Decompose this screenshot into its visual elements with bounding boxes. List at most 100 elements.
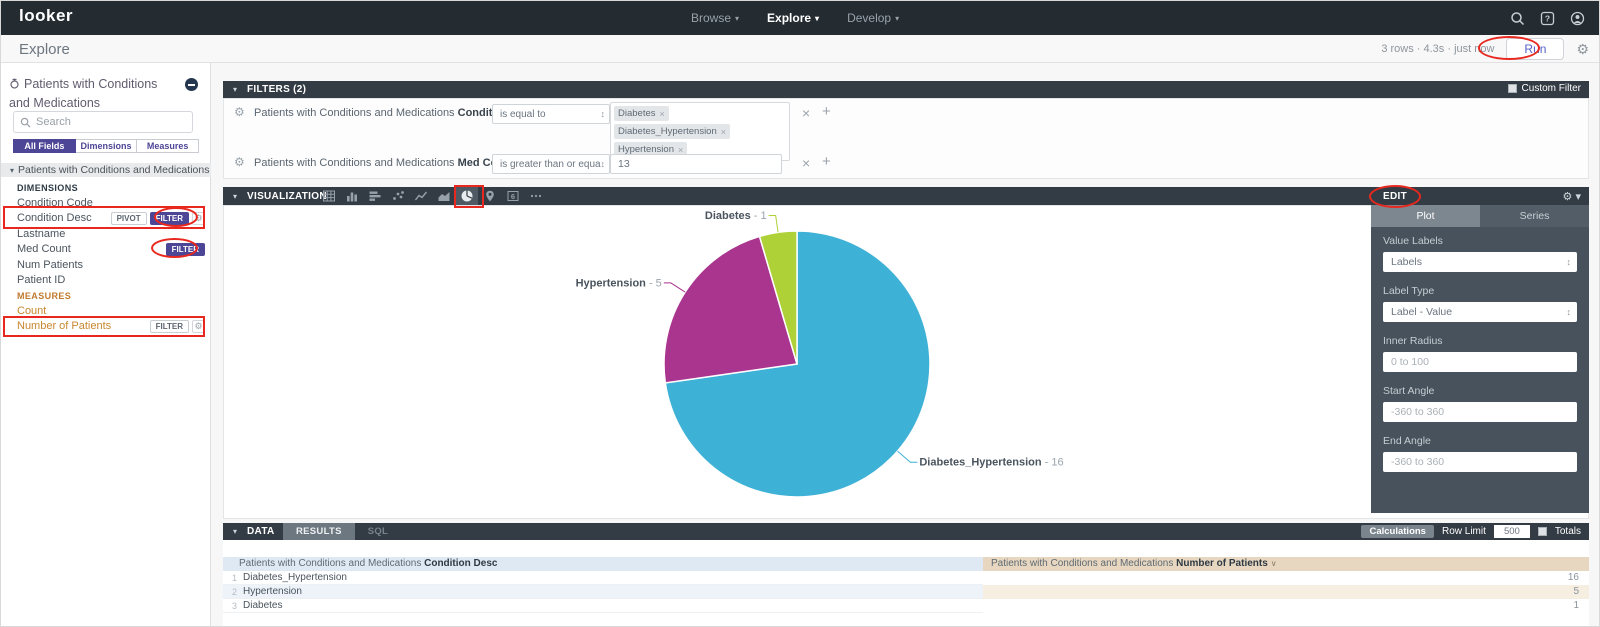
- viz-type-line-icon[interactable]: [409, 187, 432, 205]
- gear-dropdown-icon[interactable]: ⚙ ▾: [1562, 190, 1581, 203]
- help-icon[interactable]: ?: [1540, 11, 1555, 26]
- filter-value-input[interactable]: [610, 154, 782, 174]
- field-row-num-patients[interactable]: Num Patients: [1, 257, 211, 273]
- chevron-down-icon: ▾: [233, 527, 238, 536]
- viz-type-column-icon[interactable]: [340, 187, 363, 205]
- edit-tab-plot[interactable]: Plot: [1371, 205, 1480, 227]
- start-angle-input[interactable]: [1383, 402, 1577, 422]
- filter-button[interactable]: FILTER: [149, 319, 189, 333]
- edit-field-label: End Angle: [1383, 435, 1431, 447]
- pie-slice-diabetes[interactable]: [758, 230, 798, 365]
- end-angle-input[interactable]: [1383, 452, 1577, 472]
- field-search-input[interactable]: [36, 116, 176, 128]
- field-row-count[interactable]: Count: [1, 303, 211, 319]
- column-header-number-of-patients[interactable]: Patients with Conditions and Medications…: [983, 557, 1589, 571]
- view-group-header[interactable]: ▾ Patients with Conditions and Medication…: [1, 163, 211, 177]
- filter-tag[interactable]: Hypertension ×: [614, 142, 688, 157]
- collapse-explore-button[interactable]: [185, 78, 198, 91]
- viz-edit-panel: EDIT ⚙ ▾ Plot Series Value Labels Labels ↕ L…: [1371, 187, 1589, 513]
- inner-radius-input[interactable]: [1383, 352, 1577, 372]
- remove-tag-icon[interactable]: ×: [677, 144, 684, 155]
- edit-panel-tabs: Plot Series: [1371, 205, 1589, 227]
- column-header-condition-desc[interactable]: Patients with Conditions and Medications…: [223, 557, 983, 571]
- viz-type-bar-icon[interactable]: [363, 187, 386, 205]
- pie-slice-hypertension[interactable]: [663, 235, 798, 384]
- viz-type-scatter-icon[interactable]: [386, 187, 409, 205]
- field-row-condition-code[interactable]: Condition Code: [1, 195, 211, 211]
- remove-tag-icon[interactable]: ×: [659, 108, 665, 119]
- add-filter-icon[interactable]: +: [822, 103, 831, 120]
- cell-condition-desc: Diabetes_Hypertension: [241, 571, 983, 585]
- gear-icon[interactable]: ⚙: [192, 211, 205, 225]
- chevron-down-icon: ▾: [815, 13, 820, 23]
- viz-type-table-icon[interactable]: [317, 187, 340, 205]
- viz-type-single-value-icon[interactable]: 6: [501, 187, 524, 205]
- remove-tag-icon[interactable]: ×: [720, 126, 727, 137]
- gear-icon[interactable]: ⚙: [192, 319, 205, 333]
- edit-panel-title[interactable]: EDIT: [1383, 190, 1407, 202]
- data-section-bar[interactable]: ▾ DATA RESULTS SQL Calculations Row Limit…: [223, 523, 1589, 540]
- filter-tag[interactable]: Diabetes_Hypertension ×: [614, 124, 731, 139]
- value-labels-select[interactable]: Labels ↕: [1383, 252, 1577, 272]
- cell-number-of-patients: 16: [1567, 572, 1579, 583]
- field-row-condition-desc[interactable]: Condition Desc PIVOT FILTER ⚙: [1, 211, 211, 227]
- table-row[interactable]: 1 Diabetes_Hypertension 16: [223, 571, 1589, 585]
- cell-number-of-patients: 5: [983, 585, 1589, 599]
- remove-filter-icon[interactable]: ×: [802, 155, 811, 171]
- run-button[interactable]: Run: [1506, 38, 1565, 60]
- table-row[interactable]: 3 Diabetes 1: [223, 599, 1589, 613]
- filter-operator-select[interactable]: is equal to ↕: [492, 104, 610, 124]
- search-icon[interactable]: [1510, 11, 1525, 26]
- filters-section-bar[interactable]: ▾ FILTERS (2) Custom Filter: [223, 81, 1589, 98]
- filter-button[interactable]: FILTER: [149, 211, 189, 225]
- viz-type-map-icon[interactable]: [478, 187, 501, 205]
- field-row-med-count[interactable]: Med Count FILTER: [1, 242, 211, 258]
- nav-menu-develop[interactable]: Develop ▾: [847, 11, 900, 25]
- viz-type-more-icon[interactable]: [524, 187, 547, 205]
- cell-number-of-patients: 1: [1573, 600, 1579, 611]
- data-tab-sql[interactable]: SQL: [367, 526, 389, 537]
- row-limit-input[interactable]: [1493, 525, 1530, 538]
- field-row-number-of-patients[interactable]: Number of Patients FILTER ⚙: [1, 319, 211, 335]
- totals-checkbox[interactable]: [1537, 527, 1547, 536]
- edit-tab-series[interactable]: Series: [1480, 205, 1589, 227]
- calculations-button[interactable]: Calculations: [1361, 525, 1434, 538]
- looker-logo[interactable]: looker: [19, 6, 74, 25]
- remove-filter-icon[interactable]: ×: [802, 105, 811, 121]
- filter-operator-select[interactable]: is greater than or equal ↕: [492, 154, 610, 174]
- query-stats: 3 rows · 4.3s · just now: [1381, 43, 1495, 55]
- visualization-section-bar[interactable]: ▾ VISUALIZATION 6: [223, 187, 1589, 205]
- custom-filter-checkbox[interactable]: [1507, 84, 1517, 93]
- row-limit-label: Row Limit: [1441, 526, 1486, 537]
- edit-panel-fields: Value Labels Labels ↕ Label Type Label - Val…: [1371, 235, 1589, 472]
- field-tab-dimensions[interactable]: Dimensions: [75, 139, 138, 153]
- filter-value-tags[interactable]: Diabetes × Diabetes_Hypertension × Hypertens…: [610, 102, 790, 161]
- svg-text:?: ?: [1545, 13, 1550, 23]
- field-row-lastname[interactable]: Lastname: [1, 226, 211, 242]
- field-label: Condition Desc: [17, 212, 92, 225]
- pivot-button[interactable]: PIVOT: [110, 211, 147, 225]
- filter-button[interactable]: FILTER: [165, 242, 205, 256]
- field-tab-measures[interactable]: Measures: [137, 139, 200, 153]
- label-type-select[interactable]: Label - Value ↕: [1383, 302, 1577, 322]
- table-row[interactable]: 2 Hypertension 5: [223, 585, 1589, 599]
- updown-icon: ↕: [1566, 307, 1572, 317]
- cell-condition-desc: Diabetes: [241, 599, 983, 613]
- nav-menu-explore[interactable]: Explore ▾: [767, 11, 820, 25]
- nav-menu-browse[interactable]: Browse ▾: [691, 11, 740, 25]
- account-icon[interactable]: [1570, 11, 1585, 26]
- filter-tag[interactable]: Diabetes ×: [614, 106, 669, 121]
- field-row-patient-id[interactable]: Patient ID: [1, 273, 211, 289]
- viz-type-pie-icon[interactable]: [455, 187, 478, 205]
- filter-gear-icon[interactable]: ⚙: [234, 155, 245, 169]
- viz-type-area-icon[interactable]: [432, 187, 455, 205]
- custom-filter-label: Custom Filter: [1521, 83, 1581, 94]
- field-tab-all-fields[interactable]: All Fields: [13, 139, 76, 153]
- edit-field-label: Label Type: [1383, 285, 1435, 297]
- filter-gear-icon[interactable]: ⚙: [234, 105, 245, 119]
- gear-icon[interactable]: ⚙: [1576, 40, 1589, 57]
- nav-menus: Browse ▾ Explore ▾ Develop ▾: [691, 1, 899, 35]
- data-tab-results[interactable]: RESULTS: [283, 523, 355, 540]
- add-filter-icon[interactable]: +: [822, 153, 831, 170]
